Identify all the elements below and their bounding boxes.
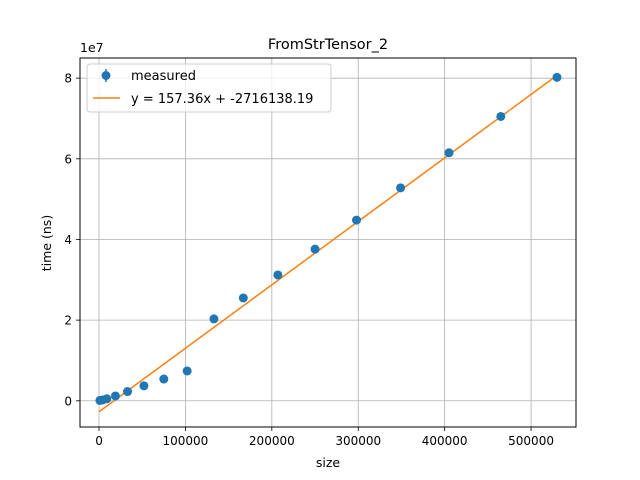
y-tick-label: 4: [64, 233, 72, 247]
plot-frame: [79, 57, 577, 428]
points-layer: [95, 72, 562, 405]
data-point: [444, 148, 454, 158]
data-point: [496, 111, 506, 121]
data-point: [123, 387, 133, 397]
y-tick-label: 6: [64, 152, 72, 166]
legend-measured-marker: [101, 71, 111, 80]
x-tick-label: 400000: [422, 434, 468, 448]
data-point: [552, 72, 562, 82]
data-point: [310, 244, 320, 254]
y-tick-label: 2: [64, 314, 72, 328]
data-point: [139, 381, 149, 391]
data-point: [102, 394, 112, 404]
y-axis-label: time (ns): [39, 215, 54, 271]
y-tick-label: 8: [64, 72, 72, 86]
data-point: [159, 374, 169, 384]
legend-measured-label: measured: [131, 69, 196, 84]
y-tick-label: 0: [64, 394, 72, 408]
data-point: [238, 293, 248, 303]
x-tick-label: 100000: [163, 434, 209, 448]
data-point: [182, 366, 192, 376]
x-tick-label: 500000: [508, 434, 554, 448]
x-tick-label: 200000: [249, 434, 295, 448]
data-point: [209, 314, 219, 324]
x-tick-label: 300000: [335, 434, 381, 448]
legend-fit-label: y = 157.36x + -2716138.19: [131, 92, 313, 107]
x-tick-label: 0: [95, 434, 103, 448]
data-point: [110, 391, 120, 401]
data-point: [273, 270, 283, 280]
y-exponent-label: 1e7: [80, 40, 104, 55]
fit-line-layer: [98, 74, 558, 413]
y-axis: 0 2 4 6 8: [64, 72, 80, 408]
data-point: [352, 215, 362, 225]
fit-line: [98, 74, 558, 413]
chart-title: FromStrTensor_2: [268, 37, 388, 53]
legend-box: [86, 63, 332, 113]
x-axis-label: size: [316, 455, 341, 470]
legend: measured y = 157.36x + -2716138.19: [86, 63, 332, 113]
x-axis: 0 100000 200000 300000 400000 500000: [95, 427, 554, 448]
data-point: [396, 183, 406, 193]
